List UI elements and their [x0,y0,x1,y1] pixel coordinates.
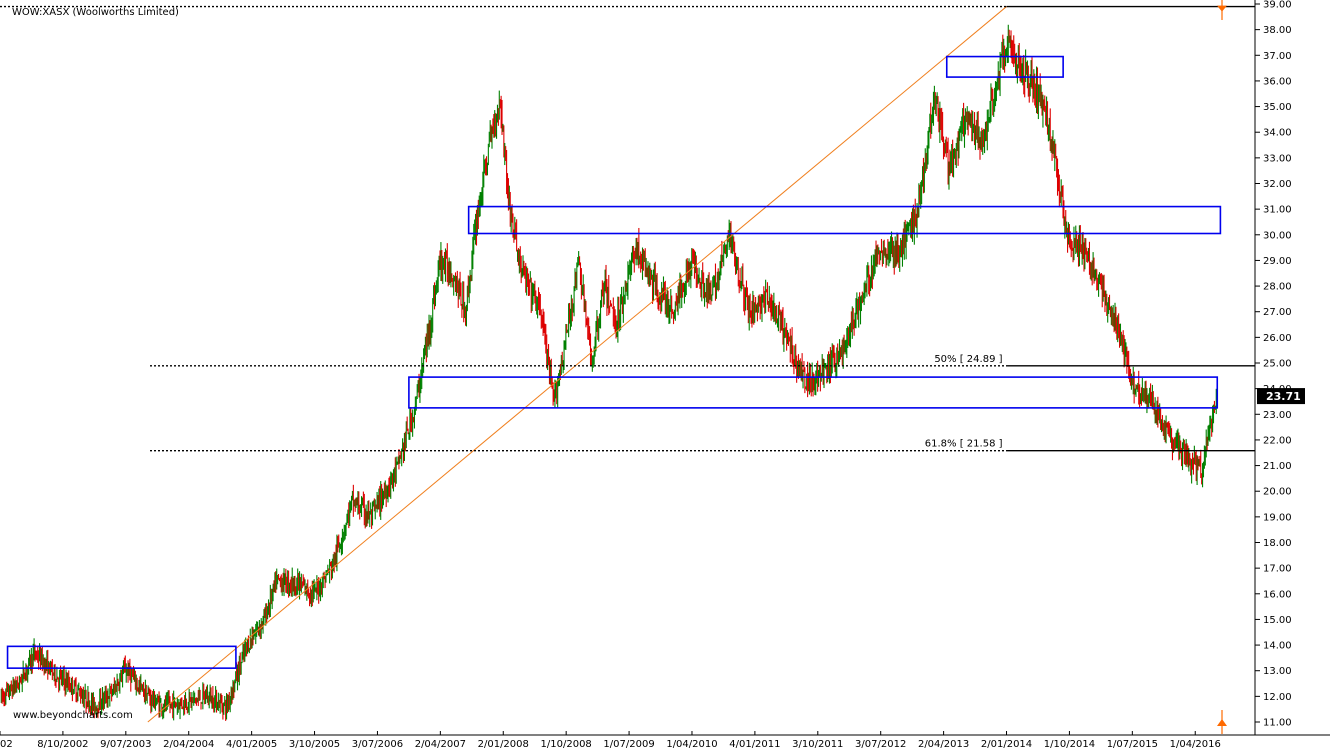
y-tick-label: 14.00 [1263,641,1292,652]
y-tick-label: 35.00 [1263,102,1292,113]
y-tick-label: 29.00 [1263,256,1292,267]
x-tick-label: 8/10/2002 [37,739,88,749]
watermark: www.beyondcharts.com [13,710,133,721]
x-tick-label: 1/04/2010 [666,739,717,749]
y-tick-label: 15.00 [1263,615,1292,626]
x-tick-label: 2/01/2008 [478,739,529,749]
y-tick-label: 23.00 [1263,410,1292,421]
y-tick-label: 26.00 [1263,333,1292,344]
support-zone [408,376,1219,409]
y-tick-label: 12.00 [1263,692,1292,703]
x-tick-label: 9/07/2003 [100,739,151,749]
y-tick-label: 30.00 [1263,230,1292,241]
support-zones [6,55,1222,669]
x-tick-label: 2/01/2014 [981,739,1032,749]
x-tick-label: 4/01/2011 [729,739,780,749]
y-tick-label: 25.00 [1263,359,1292,370]
x-tick-label: 1/07/2009 [603,739,654,749]
chart-title: WOW:XASX (Woolworths Limited) [12,7,179,18]
y-tick-label: 18.00 [1263,538,1292,549]
y-tick-label: 39.00 [1263,0,1292,11]
y-tick-label: 31.00 [1263,205,1292,216]
fibonacci-levels: 50% [ 24.89 ] 61.8% [ 21.58 ] [0,5,1255,452]
x-tick-label: 2/04/2013 [918,739,969,749]
last-price-label: 23.71 [1266,390,1301,403]
y-tick-label: 36.00 [1263,76,1292,87]
y-tick-label: 32.00 [1263,179,1292,190]
support-zone [467,205,1222,235]
x-tick-label: 3/10/2005 [289,739,340,749]
y-tick-label: 13.00 [1263,666,1292,677]
x-tick-label: 1/10/2008 [541,739,592,749]
marker-top [1217,5,1227,12]
marker-bottom [1217,719,1227,726]
x-tick-label: 4/01/2005 [226,739,277,749]
y-tick-label: 16.00 [1263,589,1292,600]
y-tick-label: 21.00 [1263,461,1292,472]
y-tick-label: 20.00 [1263,487,1292,498]
y-tick-label: 38.00 [1263,25,1292,36]
x-tick-label: 3/10/2011 [792,739,843,749]
last-price-box [1257,388,1305,405]
y-tick-label: 27.00 [1263,307,1292,318]
x-tick-label: 3/07/2012 [855,739,906,749]
x-tick-label: 3/07/2006 [352,739,403,749]
y-tick-label: 17.00 [1263,564,1292,575]
level-label: 50% [ 24.89 ] [934,354,1002,365]
x-tick-label: 1/07/2015 [1107,739,1158,749]
y-tick-label: 11.00 [1263,718,1292,729]
x-tick-label: 2/04/2007 [415,739,466,749]
support-zone [6,645,237,669]
x-tick-label: 2/04/2004 [163,739,214,749]
trendline [147,6,1007,723]
y-tick-label: 28.00 [1263,282,1292,293]
trendline-layer [147,6,1007,723]
y-tick-label: 37.00 [1263,51,1292,62]
y-tick-label: 33.00 [1263,153,1292,164]
price-bars [0,24,1218,721]
y-tick-label: 34.00 [1263,128,1292,139]
support-zone [945,55,1064,78]
y-tick-label: 19.00 [1263,512,1292,523]
x-tick-label: 2002 [0,739,13,749]
level-label: 61.8% [ 21.58 ] [925,439,1003,450]
y-tick-label: 22.00 [1263,435,1292,446]
x-tick-label: 1/04/2016 [1170,739,1221,749]
x-tick-label: 1/10/2014 [1044,739,1095,749]
